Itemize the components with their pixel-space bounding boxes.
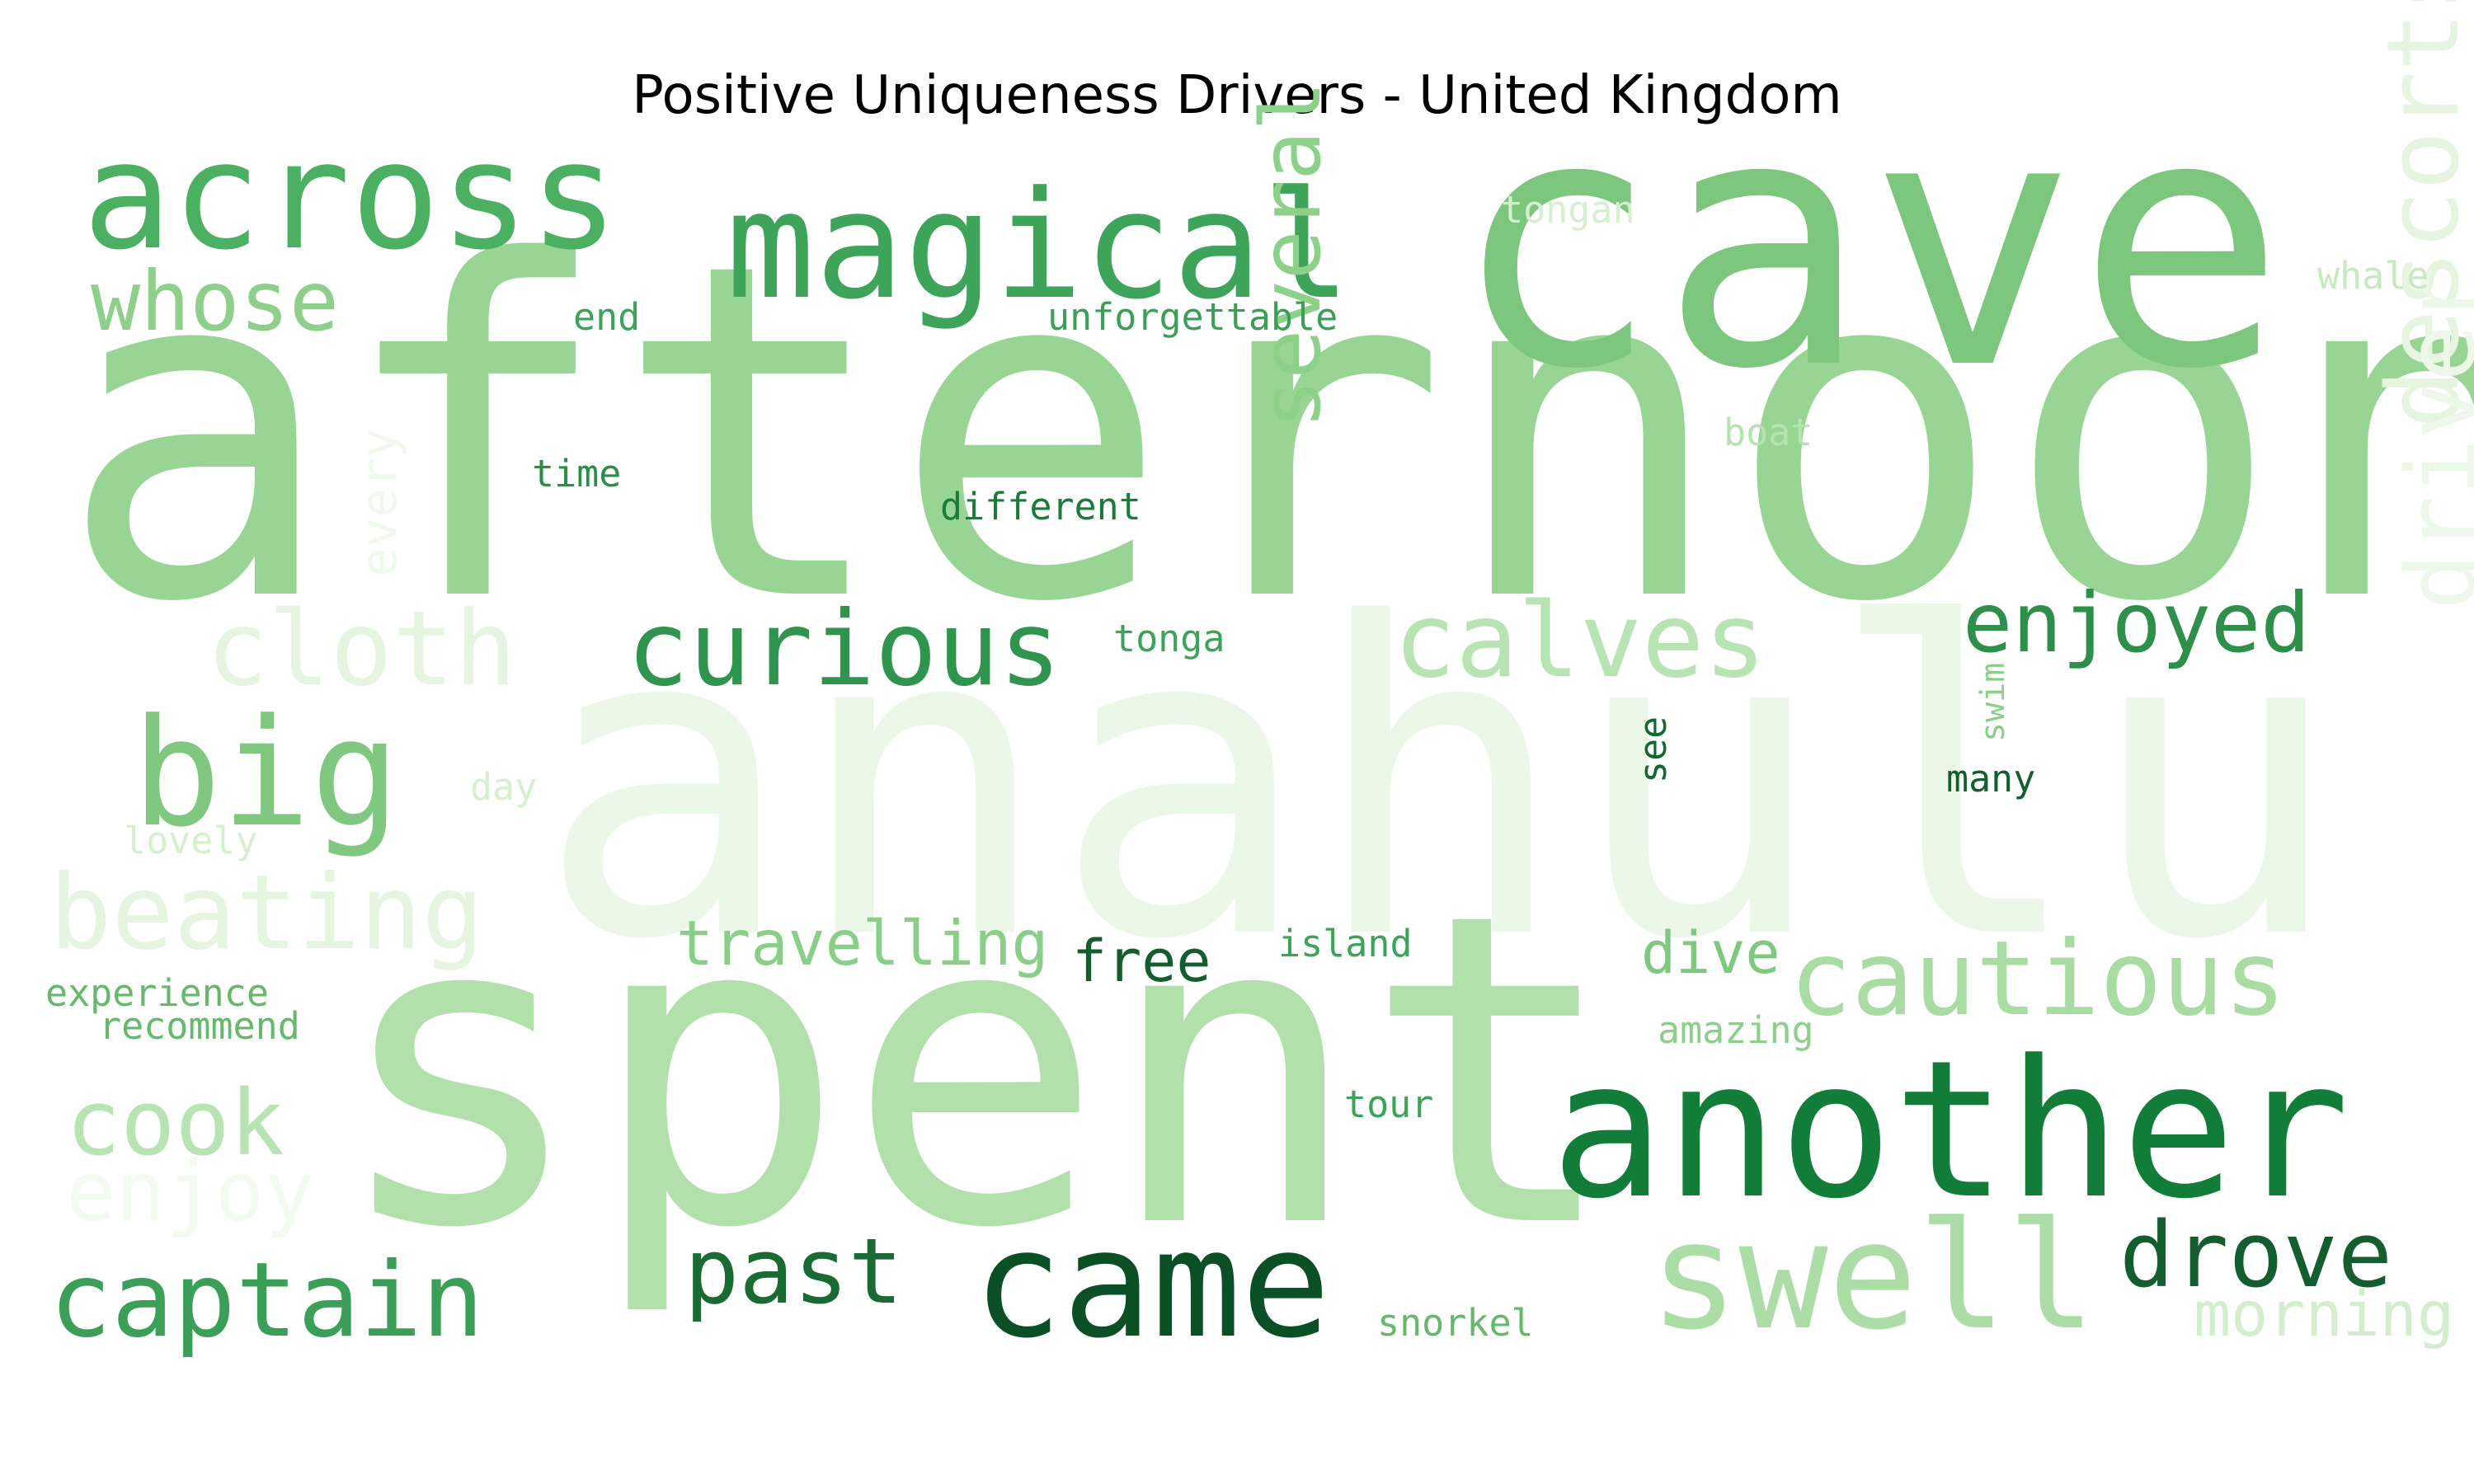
- word-another: another: [1550, 1021, 2349, 1241]
- word-end: end: [573, 295, 640, 339]
- word-cloth: cloth: [206, 589, 516, 709]
- word-past: past: [684, 1219, 903, 1324]
- word-dive: dive: [1641, 919, 1780, 987]
- word-island: island: [1278, 922, 1413, 965]
- word-came: came: [973, 1199, 1330, 1371]
- word-every: every: [350, 428, 408, 577]
- word-cook: cook: [66, 1070, 285, 1176]
- word-curious: curious: [627, 589, 1061, 709]
- word-travelling: travelling: [676, 907, 1049, 979]
- word-amazing: amazing: [1658, 1008, 1814, 1052]
- word-whale: whale: [2317, 254, 2429, 298]
- word-magical: magical: [726, 160, 1352, 332]
- word-snorkel: snorkel: [1377, 1301, 1534, 1345]
- word-free: free: [1072, 928, 1211, 995]
- word-afternoon: afternoon: [58, 166, 2474, 703]
- chart-title: Positive Uniqueness Drivers - United Kin…: [632, 65, 1842, 126]
- word-anahulu: anahulu: [536, 533, 2343, 1033]
- word-captain: captain: [49, 1241, 484, 1360]
- word-several: several: [1243, 82, 1339, 429]
- word-driver: driver: [2387, 268, 2474, 610]
- word-tongan: tongan: [1501, 188, 1635, 232]
- word-enjoy: enjoy: [66, 1144, 314, 1240]
- word-experience: experience: [45, 971, 269, 1015]
- word-cave: cave: [1451, 42, 2285, 445]
- word-across: across: [82, 110, 618, 283]
- word-tonga: tonga: [1113, 617, 1225, 660]
- word-swell: swell: [1649, 1190, 2096, 1363]
- word-beating: beating: [49, 853, 484, 973]
- word-whose: whose: [91, 253, 339, 350]
- word-cautious: cautious: [1790, 919, 2286, 1039]
- word-tour: tour: [1344, 1082, 1433, 1126]
- word-boat: boat: [1724, 411, 1813, 454]
- word-see: see: [1631, 716, 1675, 783]
- word-different: different: [940, 485, 1141, 528]
- word-unforgettable: unforgettable: [1047, 295, 1338, 339]
- word-many: many: [1946, 757, 2035, 801]
- word-swim: swim: [1974, 663, 2012, 742]
- word-descorts: descorts: [2367, 0, 2474, 429]
- word-morning: morning: [2194, 1278, 2454, 1350]
- word-lovely: lovely: [124, 819, 258, 862]
- word-calves: calves: [1394, 581, 1766, 701]
- word-day: day: [470, 765, 537, 809]
- word-time: time: [532, 452, 621, 495]
- word-enjoyed: enjoyed: [1963, 575, 2310, 671]
- word-recommend: recommend: [99, 1004, 300, 1048]
- word-drove: drove: [2119, 1202, 2392, 1308]
- word-big: big: [132, 688, 400, 860]
- word-spent: spent: [330, 822, 1620, 1322]
